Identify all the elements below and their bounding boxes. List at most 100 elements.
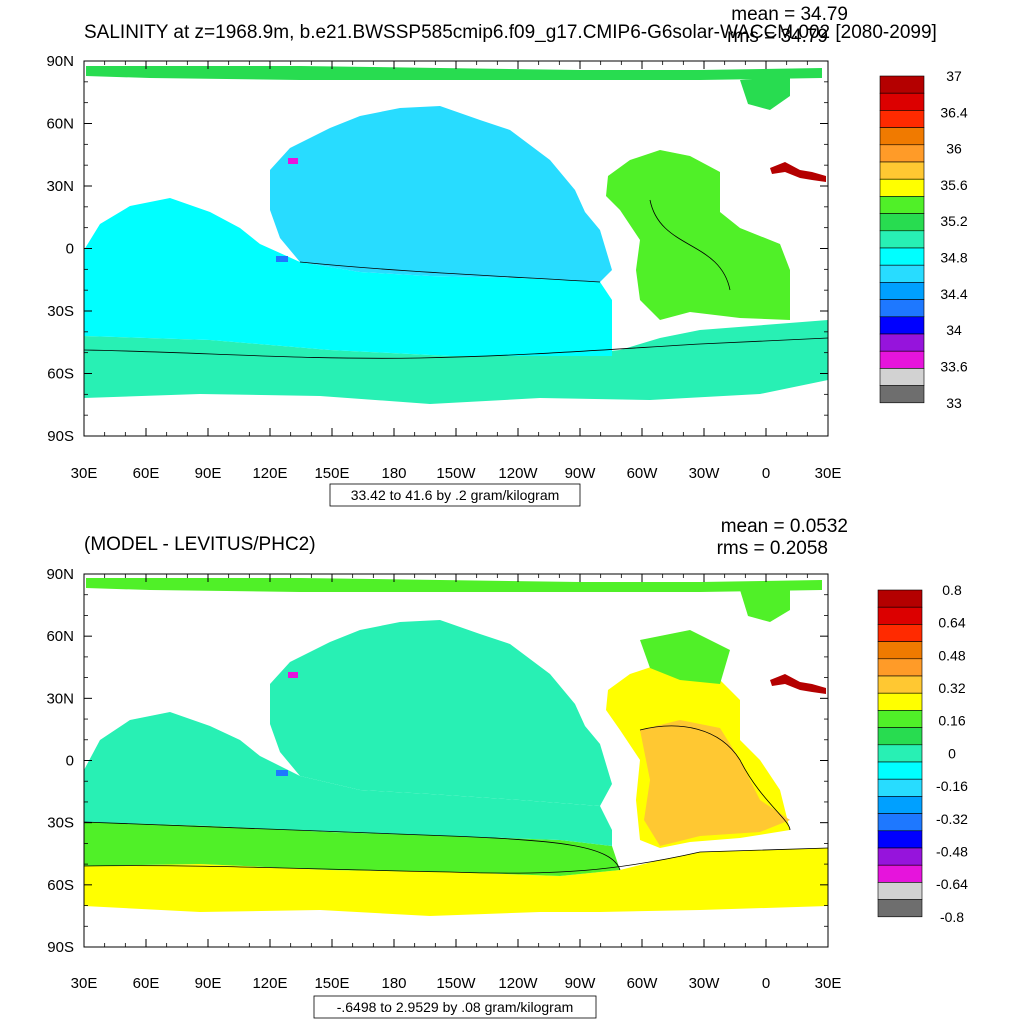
colorbar-swatch	[877, 796, 923, 814]
indian-cyan-region	[84, 712, 612, 846]
colorbar-label: 0.48	[938, 647, 965, 663]
difference-panel: (MODEL - LEVITUS/PHC2) mean = 0.0532 rms…	[46, 516, 968, 1019]
colorbar-swatch	[877, 847, 923, 866]
greenland-sea-region	[740, 588, 790, 622]
y-tick-label: 60N	[46, 628, 74, 645]
contour-line	[299, 261, 601, 283]
panel-title: SALINITY at z=1968.9m, b.e21.BWSSP585cmi…	[84, 22, 937, 43]
colorbar-label: 0.8	[942, 582, 962, 598]
colorbar-label: -0.8	[940, 909, 964, 925]
atlantic-region	[606, 150, 790, 320]
x-tick-label: 60E	[133, 975, 160, 992]
salinity-panel: SALINITY at z=1968.9m, b.e21.BWSSP585cmi…	[46, 4, 968, 507]
colorbar-swatch	[877, 882, 923, 900]
y-tick-label: 90N	[46, 53, 74, 70]
colorbar-swatch	[877, 727, 923, 746]
colorbar-label: 33.6	[940, 358, 967, 374]
colorbar-swatch	[879, 144, 925, 163]
colorbar-swatch	[879, 161, 925, 180]
colorbar-label: 34	[946, 322, 962, 338]
x-tick-label: 30W	[689, 465, 721, 482]
mean-stat: mean = 0.0532	[721, 516, 848, 537]
southern-ocean-region	[84, 320, 828, 404]
x-tick-label: 30E	[71, 975, 98, 992]
north-atlantic-green-region	[640, 630, 730, 684]
colorbar-swatch	[879, 127, 925, 146]
pacific-region	[270, 620, 612, 806]
colorbar-swatch	[877, 864, 923, 883]
x-tick-label: 150E	[314, 975, 349, 992]
colorbar-swatch	[877, 761, 923, 780]
mediterranean-outflow-region	[770, 674, 826, 694]
colorbar-swatch	[879, 92, 925, 111]
colorbar-swatch	[879, 110, 925, 128]
x-tick-label: 0	[762, 975, 770, 992]
x-tick-label: 30E	[71, 465, 98, 482]
colorbar-label: 37	[946, 68, 962, 84]
colorbar-label: 35.6	[940, 177, 967, 193]
x-tick-label: 60W	[627, 975, 659, 992]
colorbar-label: 0.32	[938, 680, 965, 696]
colorbar-label: -0.32	[936, 811, 968, 827]
colorbar-swatch	[877, 641, 923, 660]
x-tick-label: 120W	[498, 975, 538, 992]
contour-line	[639, 725, 791, 831]
x-tick-label: 30E	[815, 465, 842, 482]
y-tick-label: 60S	[47, 366, 74, 383]
colorbar-swatch	[877, 744, 923, 763]
colorbar: 37 36.4 36 35.6 35.2 34.8 34.4 34 33.6 33	[879, 68, 968, 411]
contour-line	[84, 337, 828, 359]
colorbar-swatch	[879, 178, 925, 197]
y-tick-label: 0	[66, 241, 74, 258]
colorbar-swatch	[877, 778, 923, 797]
colorbar-label: 34.8	[940, 250, 967, 266]
x-tick-label: 120E	[252, 465, 287, 482]
y-tick-label: 30N	[46, 178, 74, 195]
mean-stat: mean = 34.79	[731, 4, 848, 25]
x-tick-label: 150E	[314, 465, 349, 482]
x-tick-label: 60E	[133, 465, 160, 482]
axis-ticks: 30E 60E 90E 120E 150E 180 150W 120W 90W 60W 30W 0 30…	[46, 566, 841, 992]
colorbar-swatch	[879, 299, 925, 318]
pacific-region	[270, 106, 612, 282]
colorbar-swatch	[879, 350, 925, 369]
y-tick-label: 0	[66, 753, 74, 770]
colorbar-swatch	[879, 385, 925, 404]
atlantic-orange-region	[640, 720, 790, 846]
south-indian-pacific-region	[84, 198, 612, 356]
x-tick-label: 180	[381, 465, 406, 482]
colorbar-label: -0.16	[936, 778, 968, 794]
colorbar-label: 0.64	[938, 615, 965, 631]
x-tick-label: 150W	[436, 465, 476, 482]
colorbar-label: 35.2	[940, 213, 967, 229]
range-label: 33.42 to 41.6 by .2 gram/kilogram	[351, 487, 560, 503]
x-tick-label: 0	[762, 465, 770, 482]
x-tick-label: 180	[381, 975, 406, 992]
y-tick-label: 90S	[47, 428, 74, 445]
mediterranean-outflow-region	[770, 162, 826, 182]
colorbar-swatch	[877, 692, 923, 711]
colorbar-swatch	[877, 710, 923, 728]
rms-stat: rms = 34.79	[727, 26, 828, 47]
colorbar-label: 34.4	[940, 286, 967, 302]
indonesia-spot	[276, 256, 288, 262]
range-label-box	[313, 995, 597, 1019]
colorbar-swatch	[879, 196, 925, 214]
colorbar-swatch	[879, 333, 925, 352]
x-tick-label: 120W	[498, 465, 538, 482]
y-tick-label: 60S	[47, 877, 74, 894]
panel-title: (MODEL - LEVITUS/PHC2)	[84, 534, 316, 555]
colorbar: 0.8 0.64 0.48 0.32 0.16 0 -0.16 -0.32 -0.48 -0.64…	[877, 582, 968, 925]
colorbar-swatch	[879, 75, 925, 94]
colorbar-swatch	[877, 589, 923, 608]
southern-ocean-yellow-region	[84, 848, 828, 916]
colorbar-swatch	[879, 264, 925, 283]
contour-line	[84, 821, 621, 871]
colorbar-swatch	[877, 624, 923, 642]
okhotsk-spot	[288, 672, 298, 678]
colorbar-swatch	[879, 213, 925, 232]
y-tick-label: 90N	[46, 566, 74, 583]
colorbar-swatch	[879, 368, 925, 386]
colorbar-swatch	[879, 247, 925, 266]
colorbar-swatch	[877, 606, 923, 625]
